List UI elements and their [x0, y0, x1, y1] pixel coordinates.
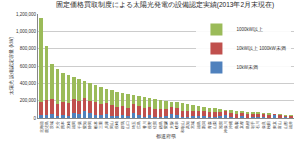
svg-text:和歌山: 和歌山	[180, 121, 185, 133]
svg-text:千葉: 千葉	[77, 121, 82, 129]
svg-text:大分: 大分	[55, 121, 60, 129]
svg-text:鳥取: 鳥取	[234, 121, 239, 130]
svg-text:山梨: 山梨	[212, 121, 217, 129]
svg-text:新潟: 新潟	[201, 121, 206, 129]
svg-text:宮崎: 宮崎	[66, 121, 71, 129]
svg-text:滋賀: 滋賀	[218, 121, 223, 129]
svg-text:高知: 高知	[185, 121, 190, 129]
svg-text:青森: 青森	[207, 121, 212, 129]
svg-text:広島: 広島	[136, 121, 141, 129]
svg-text:山口: 山口	[125, 121, 130, 129]
svg-text:香川: 香川	[142, 121, 147, 129]
svg-text:0: 0	[34, 116, 37, 121]
svg-text:熊本: 熊本	[60, 121, 65, 129]
svg-text:400,000: 400,000	[20, 81, 37, 86]
svg-text:岐阜: 岐阜	[174, 121, 179, 129]
svg-text:神奈川: 神奈川	[223, 121, 228, 133]
svg-text:都道府県: 都道府県	[156, 133, 176, 139]
svg-text:栃木: 栃木	[93, 121, 98, 129]
svg-text:1,200,000: 1,200,000	[16, 12, 37, 17]
svg-text:奈良: 奈良	[261, 121, 266, 129]
svg-text:石川: 石川	[256, 121, 261, 129]
svg-text:宮城: 宮城	[190, 121, 195, 129]
svg-text:10kW以上 1000kW未満: 10kW以上 1000kW未満	[236, 45, 285, 51]
svg-text:太陽光 設備認定容量 (kW): 太陽光 設備認定容量 (kW)	[8, 37, 14, 96]
svg-text:長崎: 長崎	[114, 121, 119, 129]
svg-text:秋田: 秋田	[266, 121, 271, 129]
svg-text:600,000: 600,000	[20, 64, 37, 69]
svg-text:沖縄: 沖縄	[228, 121, 233, 129]
svg-text:埼玉: 埼玉	[131, 121, 136, 130]
svg-text:岡山: 岡山	[109, 121, 114, 129]
svg-text:福島: 福島	[196, 121, 201, 129]
svg-text:東京: 東京	[272, 121, 277, 129]
svg-text:群馬: 群馬	[120, 121, 125, 129]
svg-text:島根: 島根	[245, 121, 250, 129]
svg-text:茨城: 茨城	[49, 121, 54, 129]
svg-text:1,000,000: 1,000,000	[16, 29, 37, 34]
svg-text:長野: 長野	[147, 121, 152, 129]
svg-text:静岡: 静岡	[87, 121, 92, 129]
svg-text:徳島: 徳島	[158, 121, 163, 129]
svg-text:愛媛: 愛媛	[163, 121, 168, 129]
svg-text:岩手: 岩手	[250, 121, 255, 129]
svg-text:兵庫: 兵庫	[104, 121, 109, 129]
svg-text:10kW未満: 10kW未満	[236, 64, 258, 70]
svg-text:愛知: 愛知	[82, 121, 87, 129]
svg-text:三重: 三重	[98, 121, 103, 129]
svg-text:北海道: 北海道	[39, 121, 44, 133]
svg-text:鹿児島: 鹿児島	[44, 121, 49, 133]
svg-text:大阪: 大阪	[169, 121, 174, 129]
svg-text:京都: 京都	[239, 121, 244, 129]
svg-text:固定価格買取制度による太陽光発電の設備認定実績(2013年2: 固定価格買取制度による太陽光発電の設備認定実績(2013年2月末現在)	[56, 1, 274, 9]
svg-text:800,000: 800,000	[20, 46, 37, 51]
svg-text:富山: 富山	[277, 121, 282, 129]
svg-text:佐賀: 佐賀	[152, 121, 157, 129]
svg-text:山形: 山形	[283, 121, 288, 129]
svg-text:福岡: 福岡	[71, 121, 76, 129]
svg-text:200,000: 200,000	[20, 98, 37, 103]
svg-text:福井: 福井	[288, 121, 293, 129]
svg-text:1000kW以上: 1000kW以上	[236, 26, 263, 32]
